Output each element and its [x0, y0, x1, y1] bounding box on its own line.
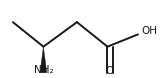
Text: OH: OH: [141, 26, 157, 36]
Text: O: O: [106, 66, 114, 76]
Text: NH₂: NH₂: [34, 65, 53, 75]
Polygon shape: [40, 47, 47, 73]
